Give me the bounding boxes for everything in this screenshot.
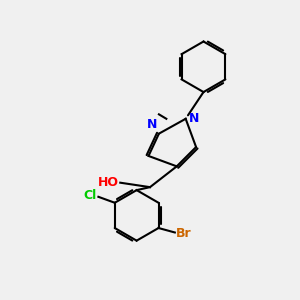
Text: HO: HO (98, 176, 119, 189)
Text: Cl: Cl (84, 189, 97, 202)
Text: N: N (189, 112, 200, 125)
Text: N: N (147, 118, 158, 131)
Text: Br: Br (176, 227, 192, 241)
